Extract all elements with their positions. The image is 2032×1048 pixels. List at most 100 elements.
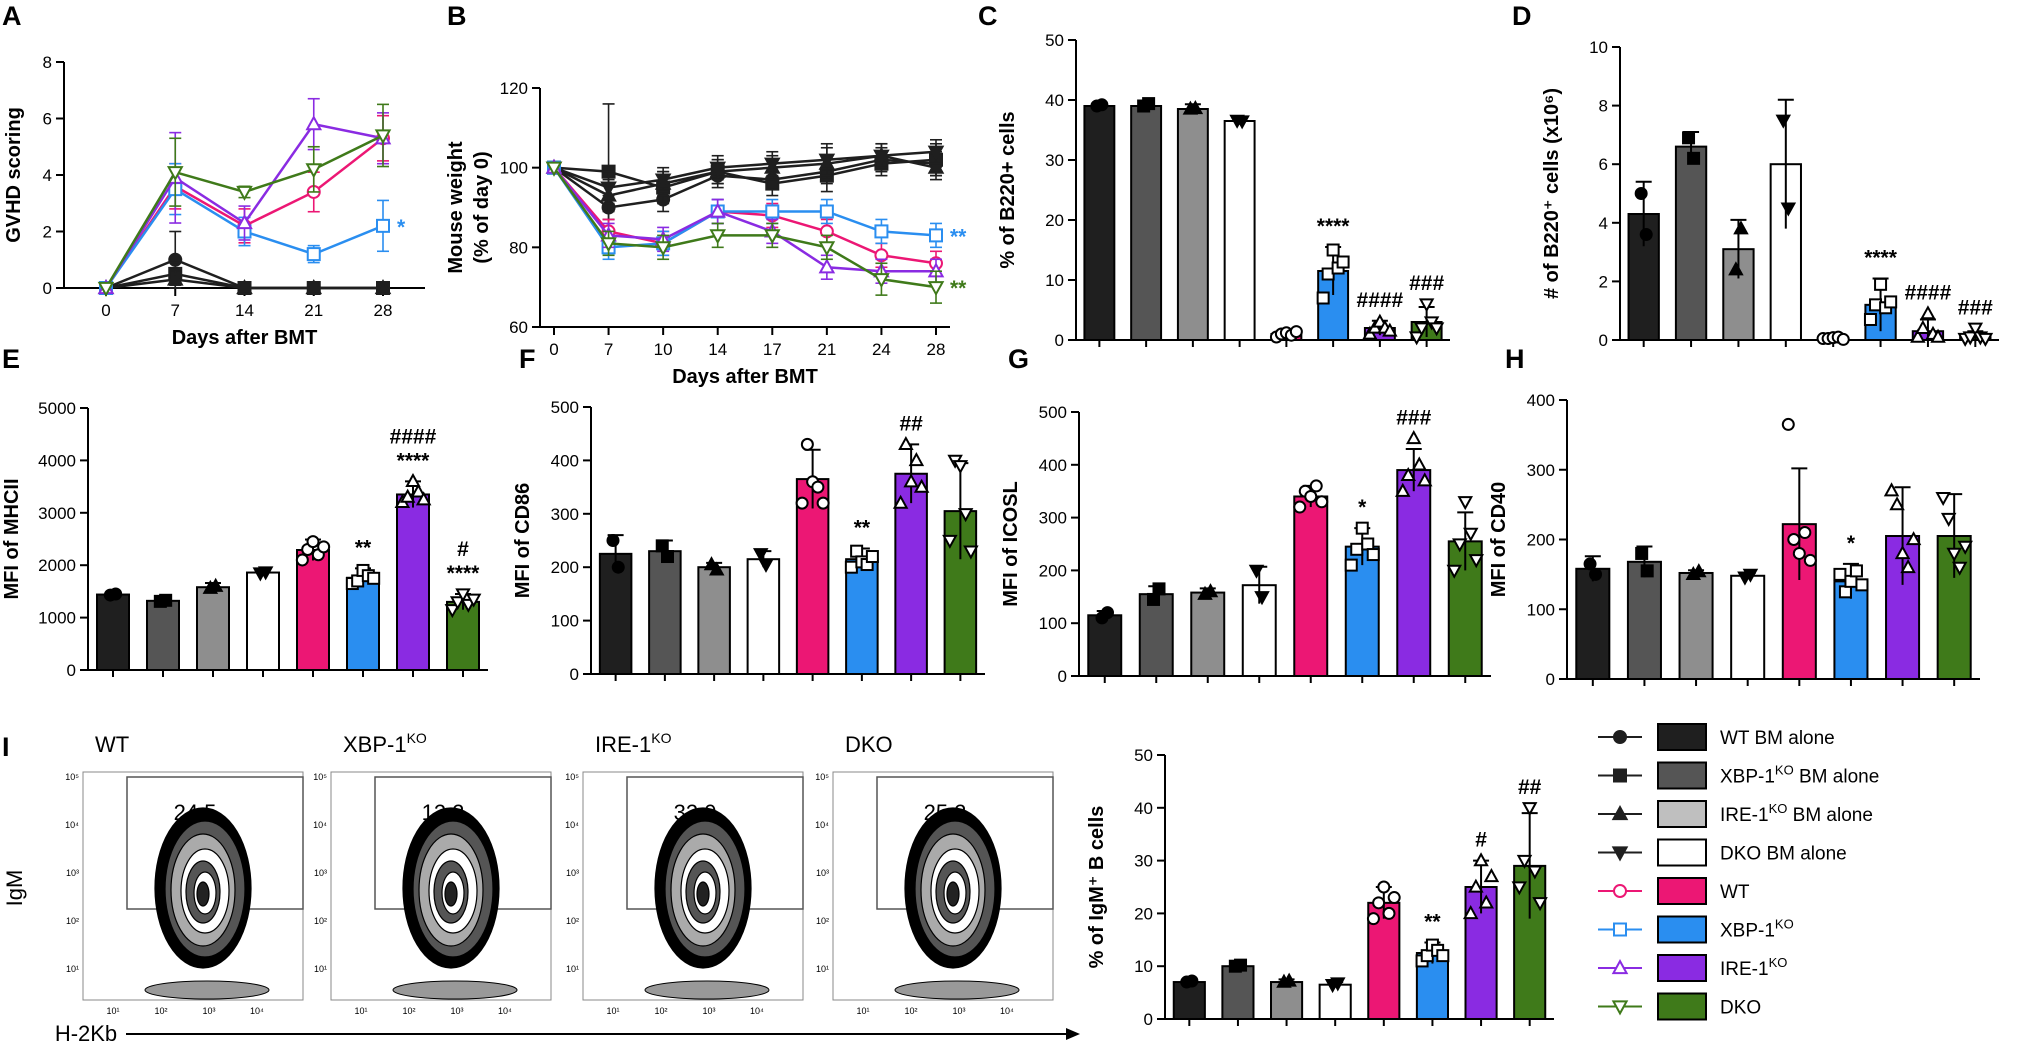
data-point [1344, 558, 1358, 572]
y-axis-label: MFI of CD86 [512, 483, 534, 599]
legend-label-superscript: KO [1775, 917, 1794, 932]
legend-label-suffix: BM alone [1794, 767, 1880, 788]
data-point [317, 540, 331, 554]
legend-label-superscript: KO [1769, 955, 1788, 970]
legend-marker [1613, 922, 1627, 937]
data-point [1408, 331, 1425, 346]
legend-label-name: WT [1720, 728, 1750, 749]
data-point [952, 460, 969, 475]
x-axis-label: Days after BMT [672, 366, 818, 388]
data-point [1185, 974, 1199, 988]
data-point [236, 214, 253, 230]
data-point [1234, 115, 1250, 130]
panel-label-i: I [2, 732, 10, 762]
legend-label: IRE-1KO BM alone [1720, 801, 1873, 826]
data-point [1915, 319, 1931, 334]
bar-ire-bm [1270, 981, 1304, 1020]
bar-wt-bm [598, 552, 633, 675]
bar-ire [1396, 469, 1432, 677]
data-point [844, 560, 858, 574]
data-point [1336, 255, 1350, 269]
y-tick-label: 4 [43, 166, 52, 185]
y-tick-label: 500 [551, 398, 579, 417]
y-tick-label: 300 [551, 505, 579, 524]
bar-dko-bm [1318, 983, 1352, 1020]
x-tick-label: 14 [235, 301, 254, 320]
data-point [1742, 568, 1759, 583]
flow-x-tick-label: 10⁴ [498, 1006, 512, 1016]
data-point [367, 571, 381, 585]
data-point [1413, 322, 1430, 337]
legend-swatch [1657, 877, 1707, 905]
data-point [1962, 331, 1979, 346]
flow-x-axis-label: H-2Kb [55, 1021, 117, 1046]
data-point [1452, 538, 1468, 553]
x-tick-label: 24 [872, 340, 891, 359]
legend-item: IRE-1KO BM alone [1598, 800, 1873, 828]
y-tick-label: 2000 [38, 556, 76, 575]
bar-ire-bm [697, 566, 731, 676]
x-tick-label: 0 [549, 340, 558, 359]
data-point [1428, 322, 1445, 337]
line-chart-a: 0 2 4 6 8 0 7 14 21 28 Days after BMT GVHD scoring * [3, 53, 425, 349]
data-point [1844, 574, 1858, 588]
flow-y-tick-label: 10¹ [816, 964, 829, 974]
x-tick-label: 10 [654, 340, 673, 359]
y-tick-label: 5000 [38, 399, 76, 418]
data-point [819, 204, 834, 219]
flow-x-tick-label: 10² [904, 1006, 917, 1016]
data-point [1202, 583, 1219, 598]
data-point [1728, 261, 1744, 276]
data-point [1361, 537, 1375, 551]
y-tick-label: 50 [1134, 746, 1153, 765]
data-point [1967, 322, 1984, 337]
bar-ire-bm [1176, 108, 1209, 341]
significance-label: # [457, 538, 469, 561]
bar-wt [795, 478, 830, 675]
data-point [1468, 554, 1484, 569]
flow-plot-title: XBP-1KO [343, 730, 427, 757]
line-chart-b: 60 80 100 120 0 7 10 14 17 21 24 28 Days after BMT Mo… [445, 79, 967, 388]
flow-x-tick-label: 10⁴ [250, 1006, 264, 1016]
y-tick-label: 50 [1045, 31, 1064, 50]
data-point [818, 258, 836, 274]
flow-y-tick-label: 10³ [816, 868, 829, 878]
legend-label: IRE-1KO [1720, 955, 1787, 980]
flow-plot-name: DKO [845, 732, 893, 757]
data-point [1884, 295, 1898, 309]
y-tick-label: 100 [551, 612, 579, 631]
bar-chart-g: 0 100 200 300 400 500 MFI of ICOSL * ### [1000, 403, 1491, 686]
flow-y-tick-label: 10⁵ [65, 772, 79, 782]
data-point [1254, 591, 1270, 606]
data-point [1281, 972, 1297, 987]
data-point [1418, 298, 1435, 313]
data-point [800, 437, 814, 451]
data-point [1583, 557, 1597, 571]
data-point [1152, 582, 1166, 596]
data-point [1315, 495, 1329, 509]
bar-chart-c: 0 10 20 30 40 50 % of B220+ cells **** ####### [997, 31, 1450, 350]
y-tick-label: 30 [1134, 852, 1153, 871]
y-tick-label: 0 [570, 665, 579, 684]
legend-label: XBP-1KO BM alone [1720, 763, 1879, 788]
data-point [795, 496, 809, 510]
data-point [1935, 491, 1951, 507]
flow-x-tick-label: 10³ [202, 1006, 215, 1016]
y-tick-label: 60 [509, 318, 528, 337]
flow-y-tick-label: 10⁴ [65, 820, 79, 830]
data-point [816, 496, 830, 510]
data-point [611, 560, 625, 574]
data-point [655, 539, 669, 553]
series-line [553, 166, 936, 273]
data-point [1411, 456, 1427, 471]
legend-label: DKO [1720, 998, 1761, 1019]
data-point [1775, 114, 1792, 129]
bar-wt [296, 549, 330, 672]
legend-marker [1613, 884, 1627, 898]
data-point [1366, 548, 1380, 562]
y-tick-label: 400 [551, 451, 579, 470]
data-point [1905, 531, 1922, 546]
x-tick-label: 7 [171, 301, 180, 320]
